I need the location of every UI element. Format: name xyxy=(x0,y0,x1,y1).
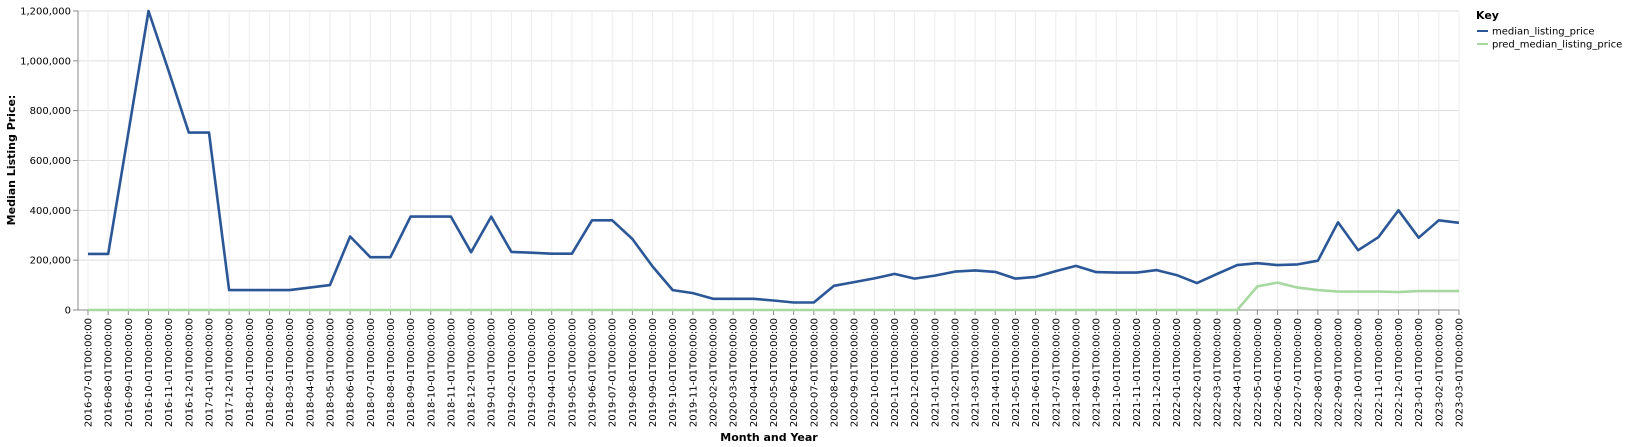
x-tick-label: 2019-03-01T00:00:00 xyxy=(527,318,538,427)
x-tick-label: 2018-03-01T00:00:00 xyxy=(285,318,296,427)
x-tick-label: 2018-06-01T00:00:00 xyxy=(346,318,357,427)
y-tick-label: 1,200,000 xyxy=(20,7,71,18)
x-tick-label: 2020-07-01T00:00:00 xyxy=(809,318,820,427)
x-tick-label: 2020-05-01T00:00:00 xyxy=(769,318,780,427)
y-axis-title: Median Listing Price: xyxy=(5,95,18,226)
y-axis: 0 200,000 400,000 600,000 800,000 1,000,000 1,… xyxy=(20,7,79,317)
x-tick-label: 2019-06-01T00:00:00 xyxy=(588,318,599,427)
x-tick-label: 2018-10-01T00:00:00 xyxy=(426,318,437,427)
legend-title: Key xyxy=(1476,9,1499,22)
x-tick-label: 2016-07-01T00:00:00 xyxy=(84,318,95,427)
x-tick-label: 2019-10-01T00:00:00 xyxy=(668,318,679,427)
x-tick-label: 2021-06-01T00:00:00 xyxy=(1031,318,1042,427)
x-tick-label: 2016-10-01T00:00:00 xyxy=(144,318,155,427)
y-tick-label: 800,000 xyxy=(30,106,71,117)
x-tick-label: 2017-01-01T00:00:00 xyxy=(204,318,215,427)
x-tick-label: 2022-12-01T00:00:00 xyxy=(1394,318,1405,427)
x-tick-label: 2023-03-01T00:00:00 xyxy=(1455,318,1466,427)
x-tick-label: 2018-08-01T00:00:00 xyxy=(386,318,397,427)
x-tick-label: 2023-02-01T00:00:00 xyxy=(1434,318,1445,427)
x-tick-label: 2019-04-01T00:00:00 xyxy=(547,318,558,427)
x-tick-label: 2022-05-01T00:00:00 xyxy=(1253,318,1264,427)
series-line-pred-median-listing-price xyxy=(88,281,1459,312)
x-tick-label: 2019-09-01T00:00:00 xyxy=(648,318,659,427)
x-tick-label: 2019-07-01T00:00:00 xyxy=(608,318,619,427)
y-tick-label: 0 xyxy=(65,306,71,317)
x-tick-label: 2023-01-01T00:00:00 xyxy=(1414,318,1425,427)
x-tick-label: 2022-10-01T00:00:00 xyxy=(1354,318,1365,427)
x-tick-label: 2016-11-01T00:00:00 xyxy=(164,318,175,427)
x-tick-label: 2021-08-01T00:00:00 xyxy=(1071,318,1082,427)
x-tick-label: 2021-01-01T00:00:00 xyxy=(930,318,941,427)
x-tick-label: 2020-02-01T00:00:00 xyxy=(709,318,720,427)
x-tick-label: 2016-08-01T00:00:00 xyxy=(104,318,115,427)
x-tick-label: 2022-07-01T00:00:00 xyxy=(1293,318,1304,427)
x-tick-label: 2018-12-01T00:00:00 xyxy=(467,318,478,427)
x-tick-label: 2021-11-01T00:00:00 xyxy=(1132,318,1143,427)
x-tick-label: 2018-07-01T00:00:00 xyxy=(366,318,377,427)
x-tick-label: 2019-02-01T00:00:00 xyxy=(507,318,518,427)
y-tick-label: 600,000 xyxy=(30,156,71,167)
x-tick-label: 2017-12-01T00:00:00 xyxy=(225,318,236,427)
x-tick-label: 2016-12-01T00:00:00 xyxy=(184,318,195,427)
x-tick-label: 2021-09-01T00:00:00 xyxy=(1092,318,1103,427)
x-tick-label: 2022-06-01T00:00:00 xyxy=(1273,318,1284,427)
x-tick-label: 2018-09-01T00:00:00 xyxy=(406,318,417,427)
x-tick-label: 2020-06-01T00:00:00 xyxy=(789,318,800,427)
x-tick-label: 2018-02-01T00:00:00 xyxy=(265,318,276,427)
legend: Key median_listing_price pred_median_list… xyxy=(1476,9,1622,51)
x-tick-label: 2021-02-01T00:00:00 xyxy=(950,318,961,427)
x-tick-label: 2022-02-01T00:00:00 xyxy=(1192,318,1203,427)
x-tick-label: 2021-04-01T00:00:00 xyxy=(991,318,1002,427)
x-tick-label: 2020-11-01T00:00:00 xyxy=(890,318,901,427)
x-tick-label: 2021-07-01T00:00:00 xyxy=(1051,318,1062,427)
x-tick-label: 2018-11-01T00:00:00 xyxy=(446,318,457,427)
x-tick-label: 2020-03-01T00:00:00 xyxy=(729,318,740,427)
x-tick-label: 2020-04-01T00:00:00 xyxy=(749,318,760,427)
x-axis-title: Month and Year xyxy=(720,431,818,444)
legend-label: median_listing_price xyxy=(1492,27,1595,38)
x-tick-label: 2022-11-01T00:00:00 xyxy=(1374,318,1385,427)
x-tick-label: 2016-09-01T00:00:00 xyxy=(124,318,135,427)
x-tick-label: 2019-11-01T00:00:00 xyxy=(688,318,699,427)
x-tick-label: 2019-08-01T00:00:00 xyxy=(628,318,639,427)
series-lines xyxy=(88,9,1460,312)
x-tick-label: 2021-03-01T00:00:00 xyxy=(971,318,982,427)
x-tick-label: 2020-10-01T00:00:00 xyxy=(870,318,881,427)
legend-label: pred_median_listing_price xyxy=(1492,40,1622,51)
x-tick-label: 2020-09-01T00:00:00 xyxy=(850,318,861,427)
x-tick-label: 2022-08-01T00:00:00 xyxy=(1313,318,1324,427)
x-tick-label: 2018-04-01T00:00:00 xyxy=(305,318,316,427)
x-tick-label: 2020-12-01T00:00:00 xyxy=(910,318,921,427)
x-tick-label: 2019-05-01T00:00:00 xyxy=(567,318,578,427)
x-tick-label: 2021-10-01T00:00:00 xyxy=(1112,318,1123,427)
x-tick-label: 2022-04-01T00:00:00 xyxy=(1233,318,1244,427)
x-tick-label: 2021-05-01T00:00:00 xyxy=(1011,318,1022,427)
x-tick-label: 2020-08-01T00:00:00 xyxy=(829,318,840,427)
x-tick-label: 2018-05-01T00:00:00 xyxy=(325,318,336,427)
x-tick-label: 2022-03-01T00:00:00 xyxy=(1213,318,1224,427)
x-tick-label: 2022-01-01T00:00:00 xyxy=(1172,318,1183,427)
x-tick-label: 2018-01-01T00:00:00 xyxy=(245,318,256,427)
x-tick-label: 2021-12-01T00:00:00 xyxy=(1152,318,1163,427)
y-tick-label: 400,000 xyxy=(30,206,71,217)
x-axis: 2016-07-01T00:00:00 2016-08-01T00:00:00 20… xyxy=(78,309,1466,427)
gridlines xyxy=(78,10,1460,311)
x-tick-label: 2019-01-01T00:00:00 xyxy=(487,318,498,427)
series-line-median-listing-price xyxy=(88,9,1460,304)
y-tick-label: 1,000,000 xyxy=(20,56,71,67)
x-tick-label: 2022-09-01T00:00:00 xyxy=(1334,318,1345,427)
y-tick-label: 200,000 xyxy=(30,256,71,267)
